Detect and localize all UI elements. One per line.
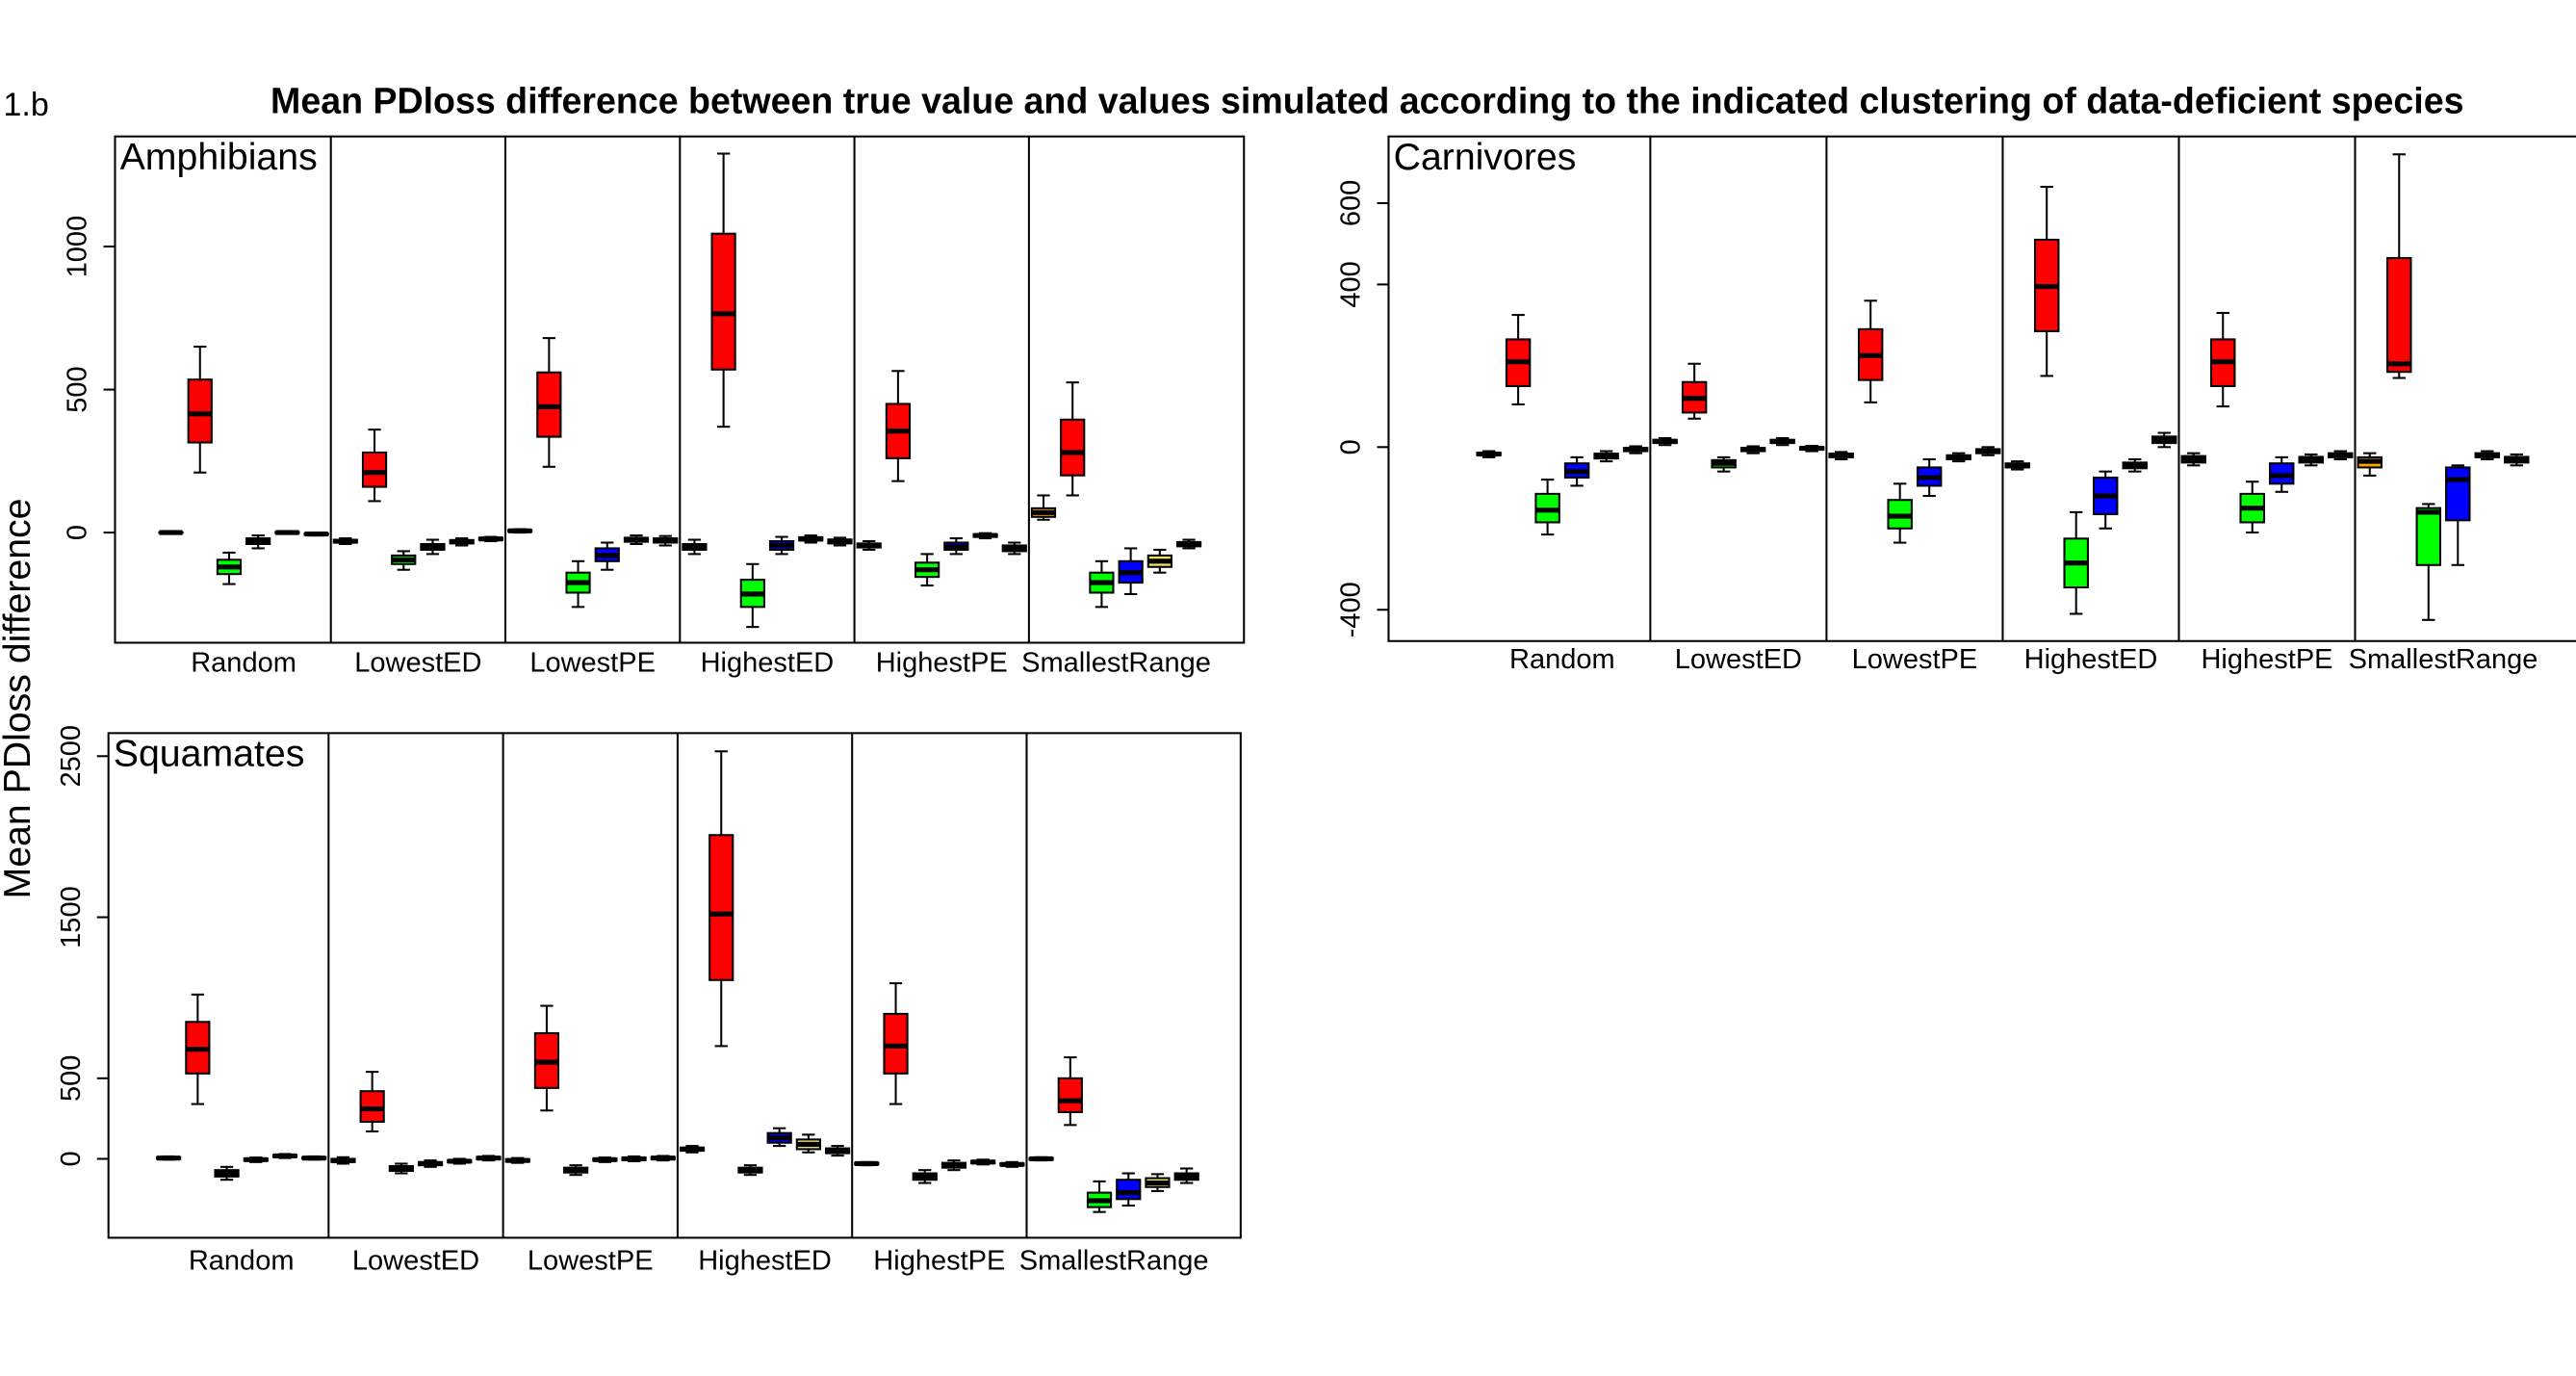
box xyxy=(2386,256,2412,374)
box xyxy=(708,834,734,981)
x-group-label: Random xyxy=(189,1246,295,1277)
box xyxy=(1116,1179,1142,1201)
y-tick-label: -400 xyxy=(1336,582,1367,637)
x-group-label: LowestED xyxy=(352,1246,479,1277)
box xyxy=(361,451,388,488)
x-group-label: SmallestRange xyxy=(2349,644,2538,675)
plot-frame xyxy=(107,732,1242,1239)
x-group-label: LowestED xyxy=(354,647,481,678)
y-tick-label: 0 xyxy=(56,1151,87,1166)
y-tick-label: 400 xyxy=(1336,261,1367,307)
box xyxy=(187,378,213,444)
panel-title: Amphibians xyxy=(120,136,318,178)
x-group-label: LowestED xyxy=(1675,644,1802,675)
x-group-label: HighestED xyxy=(2024,644,2158,675)
y-tick-label: 1500 xyxy=(56,886,87,948)
figure-title: Mean PDloss difference between true valu… xyxy=(270,80,2463,120)
plot-frame xyxy=(1387,135,2576,642)
x-group-label: LowestPE xyxy=(529,647,656,678)
x-group-label: HighestPE xyxy=(873,1246,1005,1277)
box xyxy=(1057,1077,1083,1113)
y-tick-label: 600 xyxy=(1336,180,1367,226)
box xyxy=(1060,418,1086,477)
box xyxy=(710,232,736,371)
x-group-label: SmallestRange xyxy=(1019,1246,1209,1277)
box xyxy=(2415,506,2441,566)
x-group-label: Random xyxy=(1509,644,1615,675)
x-group-label: Random xyxy=(191,647,296,678)
figure-label: 1.b xyxy=(3,87,48,123)
box xyxy=(2445,466,2471,522)
x-group-label: HighestPE xyxy=(876,647,1008,678)
y-tick-label: 500 xyxy=(63,366,93,412)
y-tick-label: 500 xyxy=(56,1055,87,1102)
y-tick-label: 0 xyxy=(63,525,93,540)
x-group-label: LowestPE xyxy=(1852,644,1978,675)
panel-title: Carnivores xyxy=(1394,136,1577,178)
y-tick-label: 2500 xyxy=(56,725,87,788)
x-group-label: HighestED xyxy=(701,647,835,678)
x-group-label: SmallestRange xyxy=(1021,647,1211,678)
y-axis-label: Mean PDloss difference xyxy=(0,499,39,899)
x-group-label: HighestED xyxy=(698,1246,832,1277)
y-tick-label: 0 xyxy=(1336,439,1367,454)
x-group-label: HighestPE xyxy=(2201,644,2332,675)
y-tick-label: 1000 xyxy=(63,216,93,278)
x-group-label: LowestPE xyxy=(528,1246,654,1277)
panel-title: Squamates xyxy=(114,733,305,775)
